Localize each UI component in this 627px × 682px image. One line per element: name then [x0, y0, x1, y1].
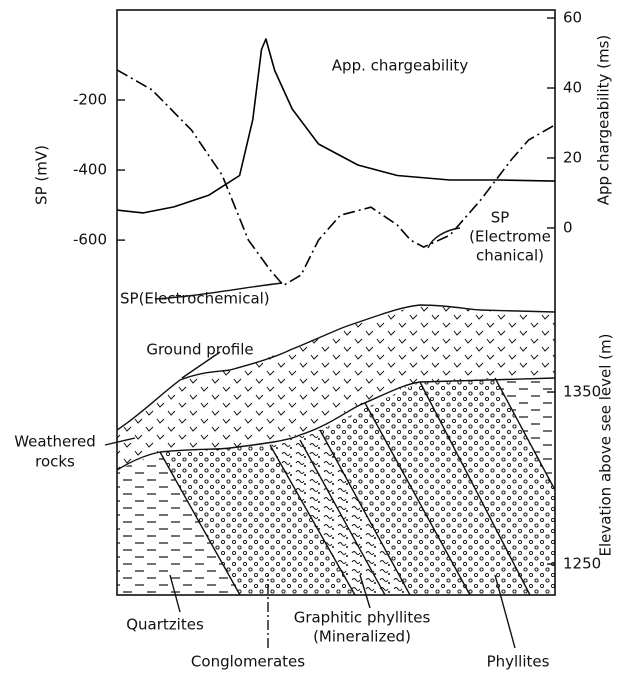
series-line: [116, 69, 556, 287]
label: Phyllites: [487, 653, 550, 671]
y2-tick-label: 0: [563, 218, 573, 236]
series-line: [116, 38, 556, 214]
y-tick-label: -200: [73, 91, 107, 109]
y-tick-label: 1350: [563, 383, 601, 401]
label: rocks: [35, 453, 75, 471]
weathered-base: [116, 377, 556, 471]
y-tick-label: 1250: [563, 555, 601, 573]
conglomerate-layer: [420, 378, 555, 595]
label: Quartzites: [126, 616, 204, 634]
y2-tick-label: 20: [563, 148, 582, 166]
conglomerate-layer: [320, 382, 530, 595]
label: Conglomerates: [191, 653, 305, 671]
label: Weathered: [14, 433, 96, 451]
geological-section: [104, 227, 556, 649]
label: (Mineralized): [313, 628, 411, 646]
y-tick-label: -400: [73, 161, 107, 179]
annotation: SP: [491, 209, 510, 227]
weathered-layer: [117, 305, 555, 470]
contacts: [159, 377, 556, 596]
series-label: App. chargeability: [332, 57, 469, 75]
y2-axis-label: App chargeability (ms): [595, 35, 613, 206]
y-tick-label: -600: [73, 231, 107, 249]
label: Ground profile: [146, 341, 253, 359]
ground-profile: [116, 304, 556, 431]
y2-tick-label: 40: [563, 79, 582, 97]
series-label: SP(Electrochemical): [120, 290, 270, 308]
y2-tick-label: 60: [563, 9, 582, 27]
frame: [116, 9, 556, 596]
section-axis-label: Elevation above see level (m): [597, 333, 615, 556]
quartzite-layer: [117, 452, 240, 595]
conglomerate-layer: [160, 445, 355, 595]
label: Graphitic phyllites: [294, 609, 431, 627]
annotation: chanical): [476, 247, 544, 265]
y-axis-label: SP (mV): [33, 145, 51, 205]
annotation: (Electrome: [469, 228, 551, 246]
